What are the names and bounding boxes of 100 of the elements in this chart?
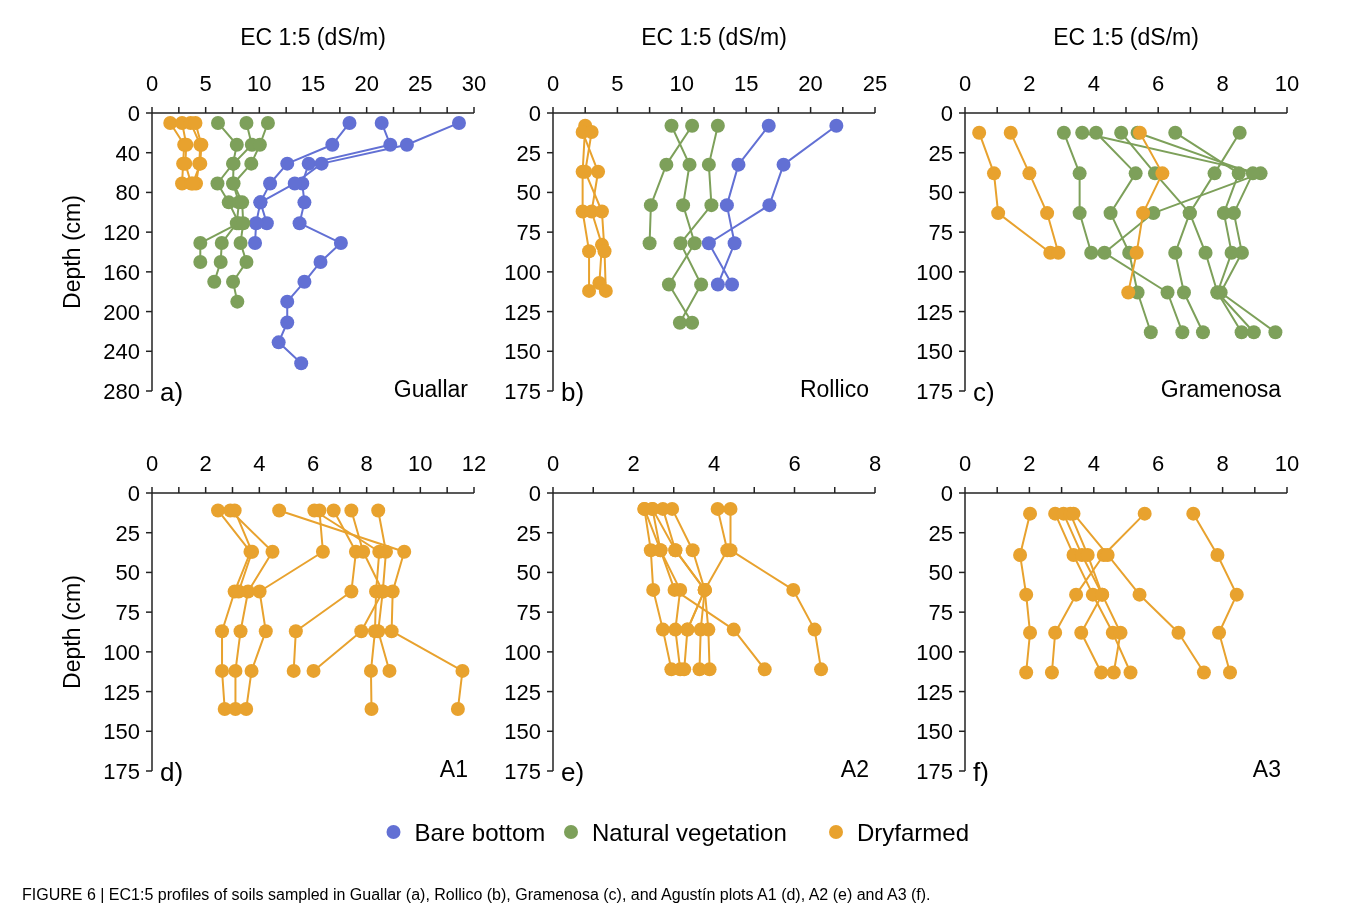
y-tick-label: 200	[103, 299, 140, 325]
y-tick-label: 125	[916, 679, 953, 705]
x-tick-label: 2	[627, 451, 640, 476]
y-tick-label: 25	[516, 140, 541, 166]
y-tick-label: 50	[928, 180, 953, 206]
y-tick-label: 120	[103, 220, 140, 246]
annotation: A2	[840, 756, 869, 782]
y-tick-label: 25	[928, 140, 953, 166]
y-tick-label: 100	[916, 639, 953, 665]
annotation: a)	[160, 377, 184, 407]
x-tick-label: 20	[798, 71, 823, 96]
y-tick-label: 175	[916, 379, 953, 404]
y-tick-label: 80	[115, 180, 140, 206]
x-tick-label: 10	[408, 451, 433, 476]
x-tick-label: 8	[1216, 71, 1229, 96]
x-axis-title: EC 1:5 (dS/m)	[641, 24, 787, 50]
x-tick-label: 5	[199, 71, 212, 96]
y-tick-label: 75	[928, 600, 953, 626]
x-tick-label: 10	[1274, 451, 1300, 476]
y-tick-label: 150	[916, 339, 953, 365]
annotation: e)	[561, 757, 585, 787]
y-tick-label: 280	[103, 379, 140, 404]
y-tick-label: 0	[528, 481, 541, 506]
y-tick-label: 100	[504, 639, 541, 665]
annotation: b)	[561, 377, 585, 407]
x-tick-label: 25	[862, 71, 888, 96]
x-tick-label: 8	[1216, 451, 1229, 476]
y-tick-label: 160	[103, 259, 140, 285]
caption: FIGURE 6 | EC1:5 profiles of soils sampled in Guallar (a), Rollico (b), Gramenosa (c), and Agustín plots A1 (d), A2 (e) and A3 (f).	[22, 886, 931, 903]
y-tick-label: 175	[916, 759, 953, 784]
annotation: d)	[160, 757, 184, 787]
y-tick-label: 125	[103, 679, 140, 705]
x-axis-title: EC 1:5 (dS/m)	[1053, 24, 1199, 50]
x-tick-label: 4	[1087, 71, 1100, 96]
x-axis-title: EC 1:5 (dS/m)	[240, 24, 386, 50]
y-tick-label: 50	[115, 560, 140, 586]
annotation: c)	[973, 377, 995, 407]
x-tick-label: 10	[1274, 71, 1300, 96]
annotation: Guallar	[393, 376, 469, 402]
y-tick-label: 25	[928, 520, 953, 546]
x-tick-label: 0	[145, 71, 159, 96]
x-tick-label: 15	[300, 71, 326, 96]
x-tick-label: 10	[247, 71, 272, 96]
annotation: A1	[439, 756, 468, 782]
x-tick-label: 0	[958, 451, 972, 476]
x-tick-label: 6	[1152, 451, 1165, 476]
y-tick-label: 175	[103, 759, 140, 784]
x-tick-label: 15	[733, 71, 759, 96]
annotation: Rollico	[799, 376, 869, 402]
legend-label: Bare bottom	[414, 819, 546, 846]
x-tick-label: 8	[360, 451, 373, 476]
x-tick-label: 12	[461, 451, 487, 476]
x-tick-label: 2	[1023, 71, 1036, 96]
y-tick-label: 125	[504, 679, 541, 705]
y-tick-label: 175	[504, 379, 541, 404]
y-tick-label: 75	[516, 220, 541, 246]
x-tick-label: 25	[408, 71, 433, 96]
annotation: A3	[1252, 756, 1281, 782]
x-tick-label: 6	[1152, 71, 1165, 96]
y-tick-label: 0	[127, 101, 140, 126]
annotation: Gramenosa	[1160, 376, 1282, 402]
y-tick-label: 125	[916, 299, 953, 325]
x-tick-label: 4	[707, 451, 721, 476]
y-tick-label: 150	[103, 719, 140, 745]
y-tick-label: 150	[916, 719, 953, 745]
y-tick-label: 150	[504, 719, 541, 745]
x-tick-label: 0	[958, 71, 972, 96]
y-tick-label: 25	[115, 520, 140, 546]
y-tick-label: 0	[940, 101, 953, 126]
x-tick-label: 8	[868, 451, 882, 476]
y-tick-label: 175	[504, 759, 541, 784]
y-tick-label: 0	[528, 101, 541, 126]
y-tick-label: 50	[516, 560, 541, 586]
x-tick-label: 30	[461, 71, 487, 96]
y-tick-label: 75	[115, 600, 140, 626]
y-tick-label: 50	[516, 180, 541, 206]
legend-label: Natural vegetation	[592, 819, 787, 846]
y-tick-label: 75	[928, 220, 953, 246]
y-tick-label: 150	[504, 339, 541, 365]
x-tick-label: 6	[306, 451, 320, 476]
x-tick-label: 0	[546, 451, 560, 476]
y-tick-label: 50	[928, 560, 953, 586]
x-tick-label: 0	[546, 71, 560, 96]
x-tick-label: 5	[611, 71, 624, 96]
x-tick-label: 2	[199, 451, 212, 476]
y-tick-label: 40	[115, 140, 140, 166]
legend-label: Dryfarmed	[857, 819, 970, 846]
x-tick-label: 20	[354, 71, 379, 96]
x-tick-label: 10	[669, 71, 695, 96]
x-tick-label: 0	[145, 451, 159, 476]
y-tick-label: 240	[103, 339, 140, 365]
y-tick-label: 100	[504, 259, 541, 285]
y-tick-label: 125	[504, 299, 541, 325]
x-tick-label: 2	[1023, 451, 1036, 476]
y-tick-label: 25	[516, 520, 541, 546]
y-tick-label: 100	[916, 259, 953, 285]
x-tick-label: 4	[1087, 451, 1100, 476]
annotation: f)	[973, 757, 989, 787]
y-tick-label: 75	[516, 600, 541, 626]
x-tick-label: 4	[253, 451, 266, 476]
